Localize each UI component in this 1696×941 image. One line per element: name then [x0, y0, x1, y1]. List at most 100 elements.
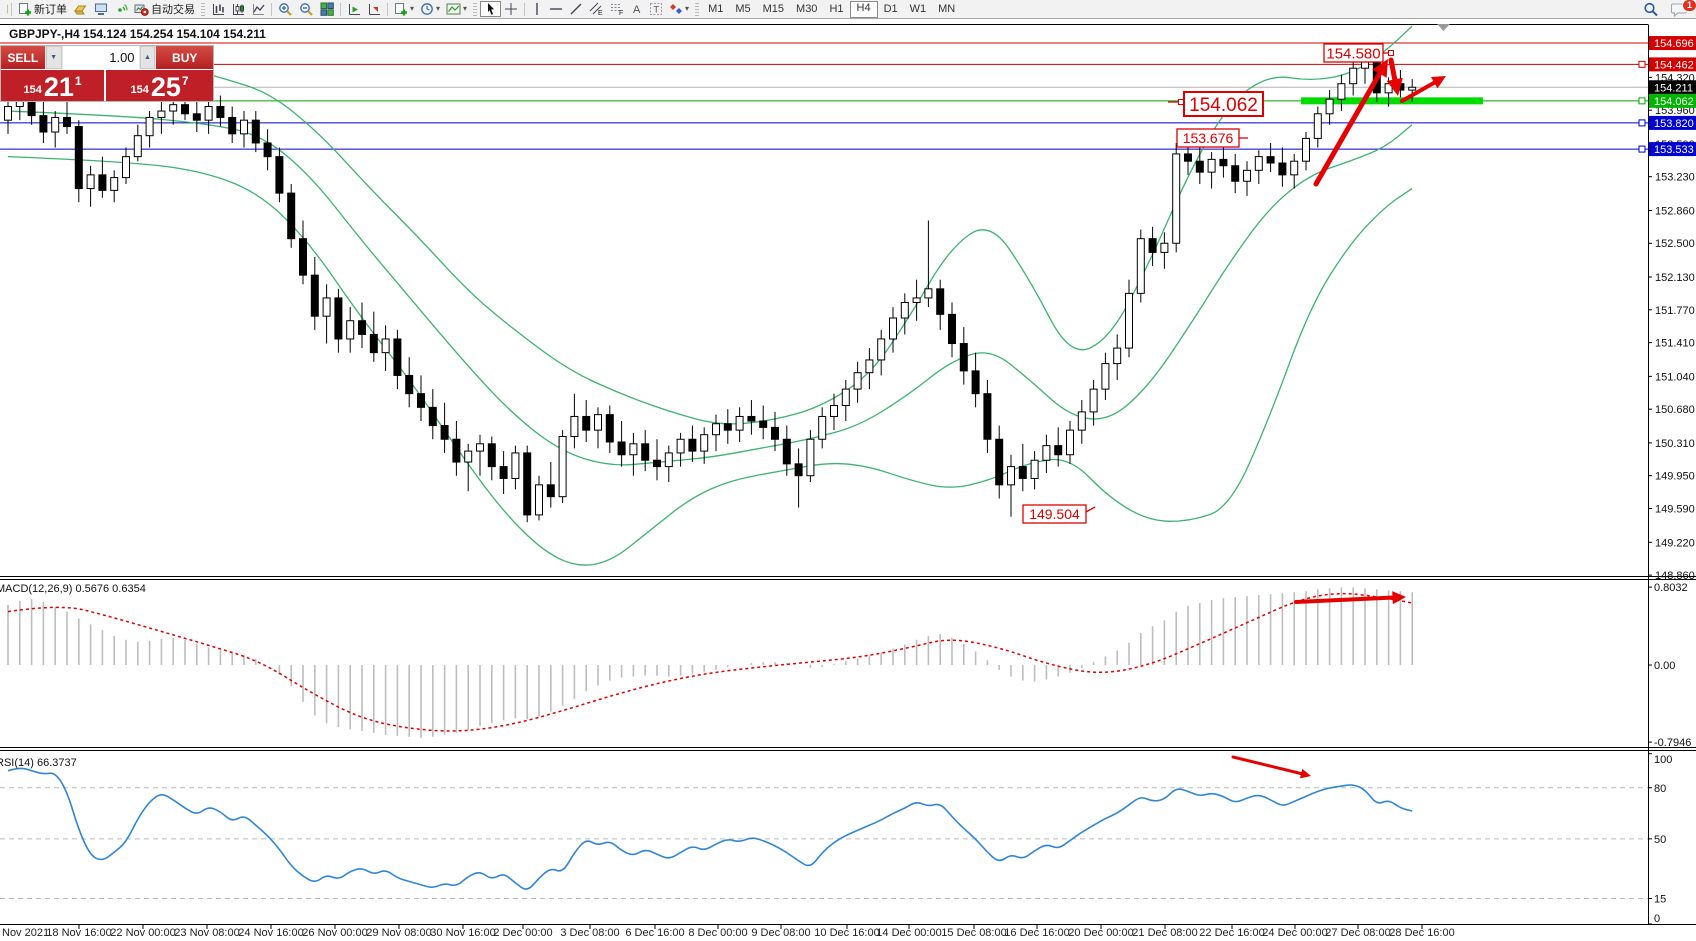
candle-body	[865, 359, 874, 374]
svg-text:149.220: 149.220	[1655, 537, 1695, 549]
new-order-button[interactable]: 新订单	[15, 1, 70, 17]
crosshair-tool-button[interactable]	[501, 1, 521, 17]
bollinger-middle	[7, 110, 1413, 466]
volume-decrease-button[interactable]: ▼	[45, 46, 62, 69]
ask-price[interactable]: 154 25 7	[106, 70, 213, 101]
clipped-toolbar-icon	[0, 1, 8, 17]
candle-body	[759, 420, 768, 428]
timeframe-button-m5[interactable]: M5	[735, 2, 751, 15]
support-highlight-band[interactable]	[1301, 97, 1483, 105]
buy-button[interactable]: BUY	[156, 46, 213, 69]
toolbar-grip[interactable]	[201, 2, 205, 16]
fibonacci-tool[interactable]: F	[607, 1, 628, 17]
chart-frame	[0, 24, 1696, 925]
sell-button[interactable]: SELL	[1, 46, 45, 69]
candlestick-chart-button[interactable]	[228, 1, 248, 17]
line-end-marker	[1638, 97, 1646, 105]
time-tick-label: 30 Nov 16:00	[430, 927, 495, 939]
axis-price-badge	[1649, 57, 1696, 72]
candle-body	[287, 192, 296, 240]
pullback-down-arrow	[1388, 57, 1398, 84]
toolbar-grip[interactable]	[473, 2, 478, 16]
timeframe-button-m15[interactable]: M15	[762, 2, 785, 15]
candle-body	[523, 452, 532, 516]
volume-increase-button[interactable]: ▲	[139, 46, 156, 69]
bar-chart-button[interactable]	[208, 1, 228, 17]
timeframe-button-m1[interactable]: M1	[708, 2, 724, 15]
candle-body	[924, 288, 933, 299]
candle-body	[535, 484, 543, 516]
svg-text:A: A	[633, 4, 641, 16]
candle-body	[1302, 137, 1310, 162]
zoom-in-button[interactable]	[275, 1, 296, 17]
shapes-icon	[670, 4, 683, 14]
timeframe-button-d1[interactable]: D1	[883, 2, 898, 15]
timeframe-button-mn[interactable]: MN	[938, 2, 956, 15]
cursor-tool-button[interactable]	[480, 1, 502, 17]
candle-body	[145, 116, 154, 137]
candle-body	[912, 297, 921, 304]
signals-button[interactable]	[111, 1, 131, 17]
svg-text:150.310: 150.310	[1655, 438, 1695, 450]
trendline-tool[interactable]	[566, 1, 586, 17]
auto-trading-button[interactable]: 自动交易	[131, 1, 198, 17]
candle-body	[1148, 238, 1157, 253]
arrows-tool[interactable]: ▾	[666, 1, 692, 17]
bollinger-lower	[7, 155, 1413, 566]
candle-body	[251, 119, 260, 144]
time-tick-label: 10 Dec 16:00	[814, 927, 879, 939]
zoom-out-button[interactable]	[296, 1, 317, 17]
candle-body	[676, 438, 685, 454]
candle-body	[1007, 466, 1015, 486]
price-callouts[interactable]: 154.580 154.062 153.676 149.504	[1022, 43, 1394, 524]
candle-body	[889, 317, 897, 340]
scroll-to-end-marker[interactable]	[1437, 24, 1450, 31]
templates-button[interactable]: ▾	[443, 1, 470, 17]
candle-body	[818, 415, 827, 440]
periods-button[interactable]: ▾	[417, 1, 443, 17]
candle-body	[971, 370, 980, 395]
equidistant-channel-tool[interactable]: E	[586, 1, 607, 17]
text-tool[interactable]: A	[628, 1, 646, 17]
search-button[interactable]	[1640, 1, 1662, 17]
bid-price[interactable]: 154 21 1	[1, 70, 104, 101]
candle-body	[4, 106, 12, 121]
chart-shift-button[interactable]	[364, 1, 384, 17]
timeframe-button-w1[interactable]: W1	[909, 2, 927, 15]
time-tick-label: 27 Dec 08:00	[1325, 927, 1390, 939]
timeframe-button-h4[interactable]: H4	[849, 0, 878, 18]
timeframe-button-h1[interactable]: H1	[829, 2, 844, 15]
vertical-line-tool[interactable]	[528, 1, 546, 17]
volume-input[interactable]	[62, 46, 139, 69]
profile-button[interactable]	[70, 1, 91, 17]
auto-scroll-button[interactable]	[344, 1, 364, 17]
toolbar-grip[interactable]	[695, 2, 700, 16]
annotation-arrows[interactable]	[1231, 57, 1446, 779]
candle-body	[192, 113, 201, 121]
candle-body	[181, 104, 189, 115]
candle-body	[641, 443, 650, 461]
gold-icon	[74, 5, 87, 15]
time-tick-label: 24 Dec 00:00	[1262, 927, 1327, 939]
macd-pane: MACD(12,26,9) 0.5676 0.6354 0.8032 0.00 -0.…	[0, 582, 1691, 749]
tile-windows-button[interactable]	[317, 1, 337, 17]
price-axis[interactable]: 154.320153.960153.590153.230152.860152.5…	[1648, 36, 1696, 582]
candle-body	[1195, 160, 1204, 173]
time-tick-label: 24 Nov 16:00	[238, 927, 303, 939]
text-label-tool[interactable]: T	[646, 1, 666, 17]
line-chart-button[interactable]	[248, 1, 268, 17]
macd-signal-line	[7, 592, 1413, 732]
candle-body	[122, 156, 130, 179]
candle-body	[1054, 445, 1063, 456]
bid-prefix: 154	[23, 84, 42, 96]
candle-body	[511, 452, 520, 479]
candle-body	[381, 338, 390, 354]
chart-title: GBPJPY-,H4 154.124 154.254 154.104 154.2…	[9, 27, 266, 41]
new-chart-button[interactable]: ▾	[391, 1, 417, 17]
timeframe-button-m30[interactable]: M30	[796, 2, 818, 15]
notifications-button[interactable]: 1	[1668, 0, 1696, 17]
horizontal-line-tool[interactable]	[546, 1, 566, 17]
market-watch-button[interactable]	[91, 1, 111, 17]
